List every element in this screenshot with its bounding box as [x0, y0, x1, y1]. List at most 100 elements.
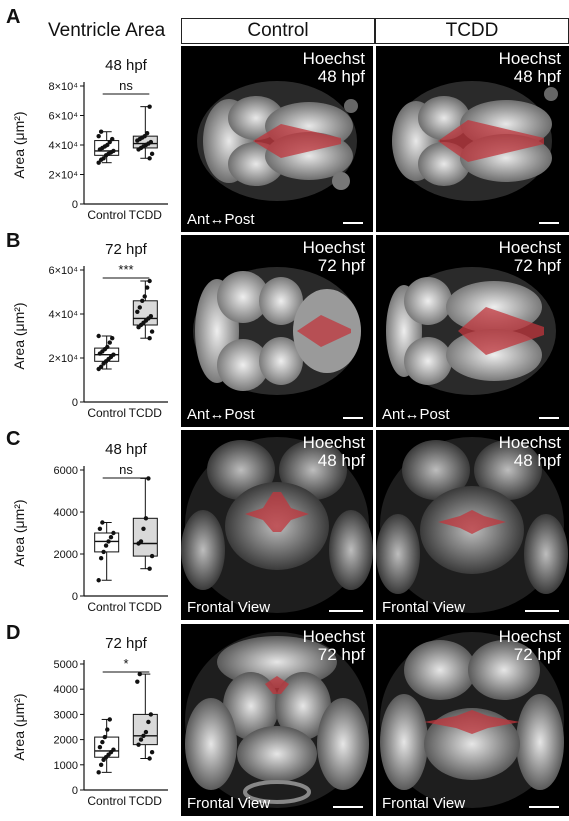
stain-label: Hoechst — [498, 433, 561, 452]
data-point — [102, 734, 108, 740]
box-tcdd — [132, 517, 158, 557]
stage-label: 48 hpf — [513, 451, 561, 470]
data-point — [111, 352, 116, 357]
ventricle-overlay — [438, 120, 544, 162]
stain-label: Hoechst — [498, 627, 561, 646]
data-point — [100, 520, 105, 525]
significance-label: ns — [119, 462, 133, 477]
data-point — [97, 744, 103, 750]
view-label: Frontal View — [187, 795, 271, 812]
y-tick-label: 4000 — [54, 684, 78, 696]
data-point — [147, 278, 152, 284]
data-point — [144, 285, 150, 290]
significance-label: * — [123, 656, 128, 671]
orientation-label: Ant↔Post — [187, 406, 255, 423]
data-point — [137, 305, 142, 310]
stage-label: 48 hpf — [317, 67, 365, 86]
scale-bar — [529, 806, 559, 808]
micrograph-a-tcdd: Hoechst 48 hpf — [376, 46, 569, 232]
data-point — [136, 742, 141, 747]
boxplot-d: 72 hpf Area (μm²) 0 1000 2000 3000 4000 5000 Con… — [0, 626, 180, 816]
frontal-brain-image — [380, 632, 564, 808]
y-tick-label: 6×10⁴ — [48, 111, 78, 123]
data-point — [105, 727, 110, 732]
data-point — [98, 762, 104, 767]
boxplot-svg: 72 hpf Area (μm²) 0 1000 2000 3000 4000 5000 Con… — [11, 635, 168, 808]
x-tick-label: TCDD — [129, 600, 163, 614]
significance-label: ns — [119, 78, 133, 93]
stain-label: Hoechst — [498, 238, 561, 257]
column-header-control: Control — [181, 18, 375, 44]
y-tick-label: 2×10⁴ — [48, 353, 78, 365]
data-point — [96, 333, 101, 339]
boxplot-c: 48 hpf Area (μm²) 0 2000 4000 6000 Control TCDD… — [0, 432, 180, 622]
data-point — [149, 329, 155, 334]
ventricle-overlay — [458, 307, 544, 355]
scale-bar — [329, 610, 363, 612]
x-tick-label: TCDD — [129, 208, 163, 222]
box-tcdd — [132, 713, 158, 746]
x-tick-label: TCDD — [129, 406, 163, 420]
stain-label: Hoechst — [302, 49, 365, 68]
data-point — [105, 344, 110, 350]
figure-title: Ventricle Area — [48, 20, 166, 41]
x-tick-label: Control — [87, 600, 126, 614]
stage-label: 72 hpf — [317, 256, 365, 275]
panel-letter-a: A — [6, 6, 21, 28]
dorsal-brain-image — [392, 81, 558, 201]
data-point — [96, 578, 101, 583]
y-axis-label: Area (μm²) — [11, 111, 27, 178]
data-point — [96, 133, 101, 139]
ventricle-overlay — [438, 510, 506, 534]
data-point — [111, 747, 116, 752]
data-point — [98, 129, 104, 134]
y-tick-label: 0 — [72, 199, 78, 211]
stain-label: Hoechst — [302, 238, 365, 257]
dorsal-brain-image — [197, 81, 358, 201]
data-point — [103, 543, 109, 548]
plot-title: 72 hpf — [105, 635, 148, 652]
data-point — [97, 526, 103, 531]
data-point — [138, 737, 144, 742]
y-tick-label: 2000 — [54, 549, 78, 561]
stage-label: 72 hpf — [317, 645, 365, 664]
data-point — [148, 139, 154, 145]
y-tick-label: 3000 — [54, 709, 78, 721]
data-point — [138, 539, 144, 544]
data-point — [101, 156, 106, 161]
ventricle-overlay — [245, 492, 309, 532]
y-axis-label: Area (μm²) — [11, 302, 27, 369]
boxplot-svg: 48 hpf Area (μm²) 0 2×10⁴ 4×10⁴ 6×10⁴ 8×10⁴ Con… — [11, 57, 168, 222]
y-tick-label: 4×10⁴ — [48, 140, 78, 152]
panel-letter-d: D — [6, 622, 21, 644]
y-axis-label: Area (μm²) — [11, 693, 27, 760]
micrograph-c-tcdd: Hoechst 48 hpf Frontal View — [376, 430, 569, 620]
ventricle-overlay — [424, 710, 520, 734]
orientation-label: Ant↔Post — [382, 406, 450, 423]
micrograph-d-tcdd: Hoechst 72 hpf Frontal View — [376, 624, 569, 816]
view-label: Frontal View — [187, 599, 271, 616]
data-point — [101, 549, 106, 555]
data-point — [106, 539, 111, 544]
stage-label: 72 hpf — [513, 645, 561, 664]
y-tick-label: 2×10⁴ — [48, 170, 78, 182]
frontal-brain-image — [181, 437, 373, 613]
data-point — [148, 712, 154, 717]
data-point — [147, 756, 152, 761]
data-point — [100, 739, 105, 745]
stage-label: 48 hpf — [317, 451, 365, 470]
data-point — [146, 719, 151, 725]
frontal-brain-image — [376, 437, 568, 613]
data-point — [98, 556, 104, 561]
dorsal-brain-image — [193, 267, 361, 395]
data-point — [143, 729, 149, 735]
micrograph-b-control: Hoechst 72 hpf Ant↔Post — [181, 235, 373, 427]
plot-title: 48 hpf — [105, 441, 148, 458]
data-point — [107, 139, 112, 145]
y-tick-label: 4000 — [54, 507, 78, 519]
data-point — [107, 717, 112, 722]
y-tick-label: 8×10⁴ — [48, 81, 78, 93]
panel-letter-b: B — [6, 230, 21, 252]
y-tick-label: 6×10⁴ — [48, 265, 78, 277]
stain-label: Hoechst — [302, 627, 365, 646]
